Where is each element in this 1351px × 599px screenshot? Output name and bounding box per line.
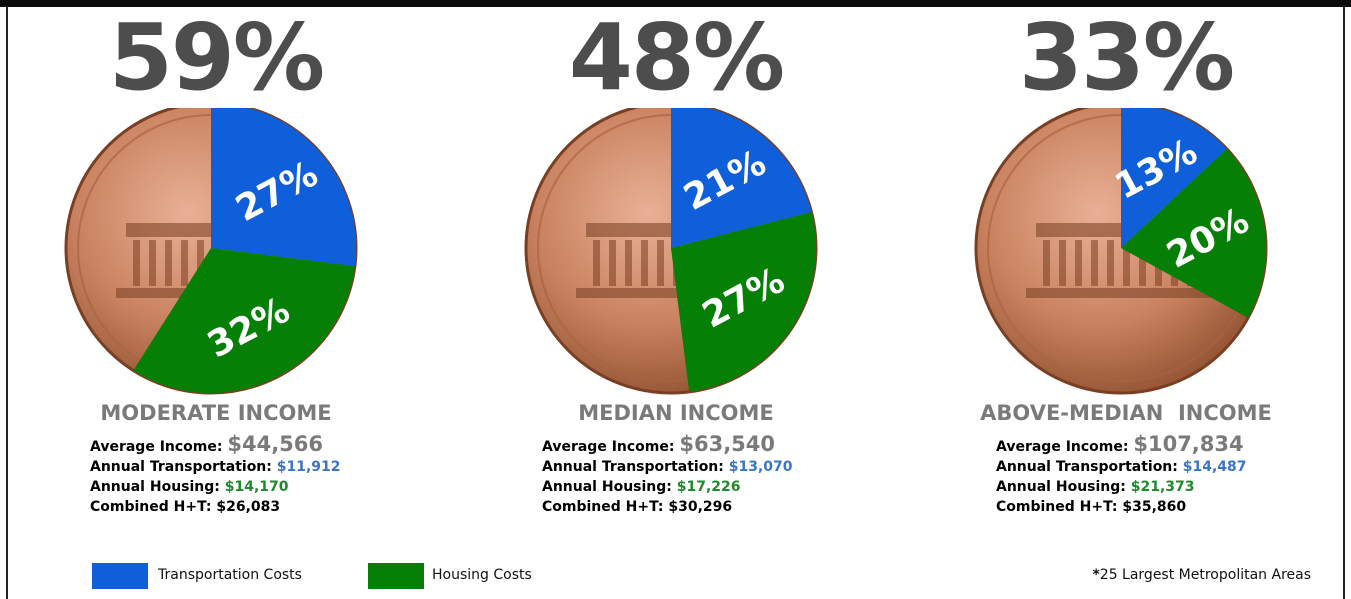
transportation-value: $13,070 (728, 459, 793, 475)
pie-slice-housing (133, 248, 355, 393)
footnote-star: * (1092, 567, 1100, 583)
housing-value: $14,170 (224, 479, 289, 495)
average-income-label: Average Income: (542, 439, 680, 455)
income-stats: Average Income: $107,834 Annual Transpor… (996, 434, 1247, 517)
pie-slice-transportation (671, 108, 812, 248)
housing-row: Annual Housing: $21,373 (996, 477, 1247, 497)
legend-housing-label: Housing Costs (432, 567, 532, 583)
average-income-label: Average Income: (90, 439, 228, 455)
income-category-title: MEDIAN INCOME (578, 401, 774, 425)
housing-label: Annual Housing: (996, 479, 1131, 495)
chart-panel-above-median: 33% 13% 20% ABOVE-MEDIAN INCOME Average I… (906, 0, 1346, 560)
chart-panel-median: 48% 21% 27% MEDIAN INCOME Average Income:… (456, 0, 896, 560)
housing-row: Annual Housing: $17,226 (542, 477, 793, 497)
pie-slice-transportation (211, 108, 356, 267)
right-border (1343, 7, 1345, 599)
average-income-value: $63,540 (679, 432, 776, 456)
housing-value: $17,226 (676, 479, 741, 495)
footnote-text: 25 Largest Metropolitan Areas (1099, 567, 1311, 583)
combined-row: Combined H+T: $30,296 (542, 499, 733, 515)
legend-housing-swatch (368, 563, 424, 589)
total-percentage: 33% (1018, 4, 1235, 111)
chart-panel-moderate: 59% 27% 32% MODERATE INCOME Average Incom… (0, 0, 436, 560)
total-percentage: 48% (568, 4, 785, 111)
transportation-row: Annual Transportation: $11,912 (90, 457, 341, 477)
pie-slice-transportation (1121, 108, 1227, 248)
average-income-value: $107,834 (1133, 432, 1244, 456)
footnote: *25 Largest Metropolitan Areas (1092, 567, 1311, 583)
housing-value: $21,373 (1130, 479, 1195, 495)
average-income-row: Average Income: $107,834 (996, 434, 1247, 457)
top-border (0, 0, 1351, 7)
housing-row: Annual Housing: $14,170 (90, 477, 341, 497)
income-category-title: ABOVE-MEDIAN INCOME (980, 401, 1272, 425)
pie-slice-housing (1121, 148, 1266, 318)
income-category-title: MODERATE INCOME (100, 401, 332, 425)
penny-pie-chart: 21%27% (524, 108, 818, 395)
housing-label: Annual Housing: (542, 479, 677, 495)
average-income-row: Average Income: $44,566 (90, 434, 341, 457)
left-border (6, 7, 8, 599)
legend-transportation-label: Transportation Costs (158, 567, 302, 583)
penny-pie-chart: 13%20% (974, 108, 1268, 395)
income-stats: Average Income: $63,540 Annual Transport… (542, 434, 793, 517)
legend-transportation-swatch (92, 563, 148, 589)
pie-slice-housing (671, 211, 816, 392)
housing-label: Annual Housing: (90, 479, 225, 495)
transportation-label: Annual Transportation: (542, 459, 729, 475)
penny-pie-chart: 27%32% (64, 108, 358, 395)
average-income-value: $44,566 (227, 432, 324, 456)
total-percentage: 59% (108, 4, 325, 111)
transportation-row: Annual Transportation: $14,487 (996, 457, 1247, 477)
transportation-value: $11,912 (276, 459, 341, 475)
combined-row: Combined H+T: $26,083 (90, 499, 281, 515)
transportation-row: Annual Transportation: $13,070 (542, 457, 793, 477)
transportation-label: Annual Transportation: (996, 459, 1183, 475)
transportation-label: Annual Transportation: (90, 459, 277, 475)
transportation-value: $14,487 (1182, 459, 1247, 475)
average-income-label: Average Income: (996, 439, 1134, 455)
income-stats: Average Income: $44,566 Annual Transport… (90, 434, 341, 517)
combined-row: Combined H+T: $35,860 (996, 499, 1187, 515)
average-income-row: Average Income: $63,540 (542, 434, 793, 457)
